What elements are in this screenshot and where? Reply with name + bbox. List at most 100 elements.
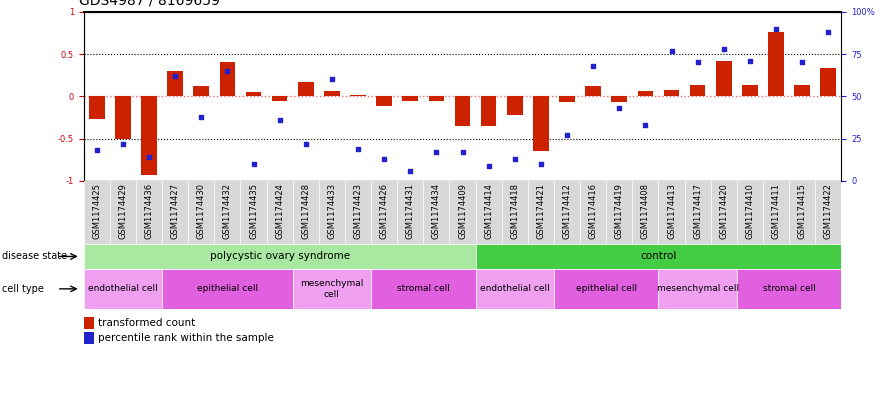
Bar xyxy=(476,244,841,269)
Bar xyxy=(115,96,130,138)
Point xyxy=(220,68,234,74)
Bar xyxy=(376,96,392,107)
Text: percentile rank within the sample: percentile rank within the sample xyxy=(98,332,273,343)
Bar xyxy=(611,96,627,102)
Bar xyxy=(246,92,262,96)
Text: GSM1174415: GSM1174415 xyxy=(797,183,807,239)
Point xyxy=(639,122,653,128)
Bar xyxy=(559,96,575,102)
Text: mesenchymal
cell: mesenchymal cell xyxy=(300,279,364,299)
Bar xyxy=(141,96,157,175)
Bar xyxy=(690,85,706,96)
Bar xyxy=(84,332,93,343)
Bar xyxy=(476,269,554,309)
Text: GSM1174421: GSM1174421 xyxy=(537,183,545,239)
Bar xyxy=(820,68,836,96)
Point xyxy=(115,140,130,147)
Text: GSM1174419: GSM1174419 xyxy=(615,183,624,239)
Point xyxy=(691,59,705,66)
Text: control: control xyxy=(640,252,677,261)
Point xyxy=(743,58,757,64)
Bar xyxy=(742,85,758,96)
Point xyxy=(769,26,783,32)
Text: GSM1174424: GSM1174424 xyxy=(275,183,285,239)
Text: GSM1174427: GSM1174427 xyxy=(171,183,180,239)
Point xyxy=(403,167,418,174)
Text: endothelial cell: endothelial cell xyxy=(480,285,550,293)
Bar xyxy=(371,269,476,309)
Point xyxy=(560,132,574,138)
Text: GSM1174410: GSM1174410 xyxy=(745,183,754,239)
Bar xyxy=(585,86,601,96)
Text: GSM1174420: GSM1174420 xyxy=(719,183,729,239)
Bar xyxy=(533,96,549,151)
Bar xyxy=(350,95,366,96)
Text: GSM1174413: GSM1174413 xyxy=(667,183,676,239)
Text: GSM1174412: GSM1174412 xyxy=(563,183,572,239)
Text: GSM1174436: GSM1174436 xyxy=(144,183,153,239)
Bar xyxy=(324,91,340,96)
Point xyxy=(247,161,261,167)
Bar xyxy=(84,317,93,329)
Text: endothelial cell: endothelial cell xyxy=(88,285,158,293)
Text: epithelial cell: epithelial cell xyxy=(575,285,637,293)
Point xyxy=(534,161,548,167)
Bar xyxy=(638,91,653,96)
Bar xyxy=(292,269,371,309)
Bar xyxy=(737,269,841,309)
Text: stromal cell: stromal cell xyxy=(397,285,450,293)
Text: disease state: disease state xyxy=(2,252,67,261)
Text: GSM1174408: GSM1174408 xyxy=(640,183,650,239)
Text: GSM1174431: GSM1174431 xyxy=(406,183,415,239)
Text: GSM1174430: GSM1174430 xyxy=(196,183,206,239)
Bar xyxy=(716,61,731,96)
Bar xyxy=(658,269,737,309)
Text: GSM1174423: GSM1174423 xyxy=(353,183,362,239)
Point xyxy=(717,46,731,52)
Text: GSM1174409: GSM1174409 xyxy=(458,183,467,239)
Point xyxy=(796,59,810,66)
Bar xyxy=(455,96,470,126)
Bar xyxy=(403,96,418,101)
Bar xyxy=(272,96,287,101)
Text: GSM1174414: GSM1174414 xyxy=(485,183,493,239)
Point xyxy=(821,29,835,35)
Bar xyxy=(219,62,235,96)
Point xyxy=(90,147,104,154)
Bar xyxy=(89,96,105,119)
Text: GSM1174422: GSM1174422 xyxy=(824,183,833,239)
Text: GSM1174433: GSM1174433 xyxy=(328,183,337,239)
Point xyxy=(377,156,391,162)
Point xyxy=(507,156,522,162)
Bar xyxy=(481,96,497,126)
Text: GDS4987 / 8169659: GDS4987 / 8169659 xyxy=(79,0,220,8)
Point xyxy=(612,105,626,111)
Text: GSM1174416: GSM1174416 xyxy=(589,183,597,239)
Text: GSM1174434: GSM1174434 xyxy=(432,183,440,239)
Point xyxy=(586,63,600,69)
Text: transformed count: transformed count xyxy=(98,318,195,328)
Point xyxy=(168,73,182,79)
Text: GSM1174432: GSM1174432 xyxy=(223,183,232,239)
Bar xyxy=(768,32,784,96)
Point xyxy=(482,162,496,169)
Bar xyxy=(194,86,209,96)
Text: GSM1174411: GSM1174411 xyxy=(772,183,781,239)
Bar xyxy=(298,82,314,96)
Bar xyxy=(84,244,476,269)
Text: GSM1174428: GSM1174428 xyxy=(301,183,310,239)
Point xyxy=(351,145,365,152)
Text: GSM1174417: GSM1174417 xyxy=(693,183,702,239)
Bar xyxy=(428,96,444,101)
Text: GSM1174429: GSM1174429 xyxy=(118,183,128,239)
Point xyxy=(325,76,339,83)
Point xyxy=(142,154,156,160)
Text: GSM1174425: GSM1174425 xyxy=(93,183,101,239)
Point xyxy=(455,149,470,155)
Text: stromal cell: stromal cell xyxy=(763,285,816,293)
Text: GSM1174435: GSM1174435 xyxy=(249,183,258,239)
Bar xyxy=(167,71,183,96)
Point xyxy=(664,48,678,54)
Bar xyxy=(795,85,810,96)
Bar xyxy=(663,90,679,96)
